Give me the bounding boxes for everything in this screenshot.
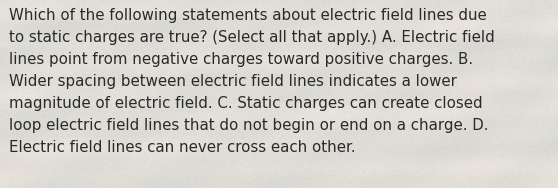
Text: to static charges are true? (Select all that apply.) A. Electric field: to static charges are true? (Select all …	[9, 30, 495, 45]
Text: Which of the following statements about electric field lines due: Which of the following statements about …	[9, 8, 487, 23]
Text: loop electric field lines that do not begin or end on a charge. D.: loop electric field lines that do not be…	[9, 118, 488, 133]
Text: Electric field lines can never cross each other.: Electric field lines can never cross eac…	[9, 140, 355, 155]
Text: magnitude of electric field. C. Static charges can create closed: magnitude of electric field. C. Static c…	[9, 96, 483, 111]
Text: lines point from negative charges toward positive charges. B.: lines point from negative charges toward…	[9, 52, 473, 67]
Text: Wider spacing between electric field lines indicates a lower: Wider spacing between electric field lin…	[9, 74, 457, 89]
